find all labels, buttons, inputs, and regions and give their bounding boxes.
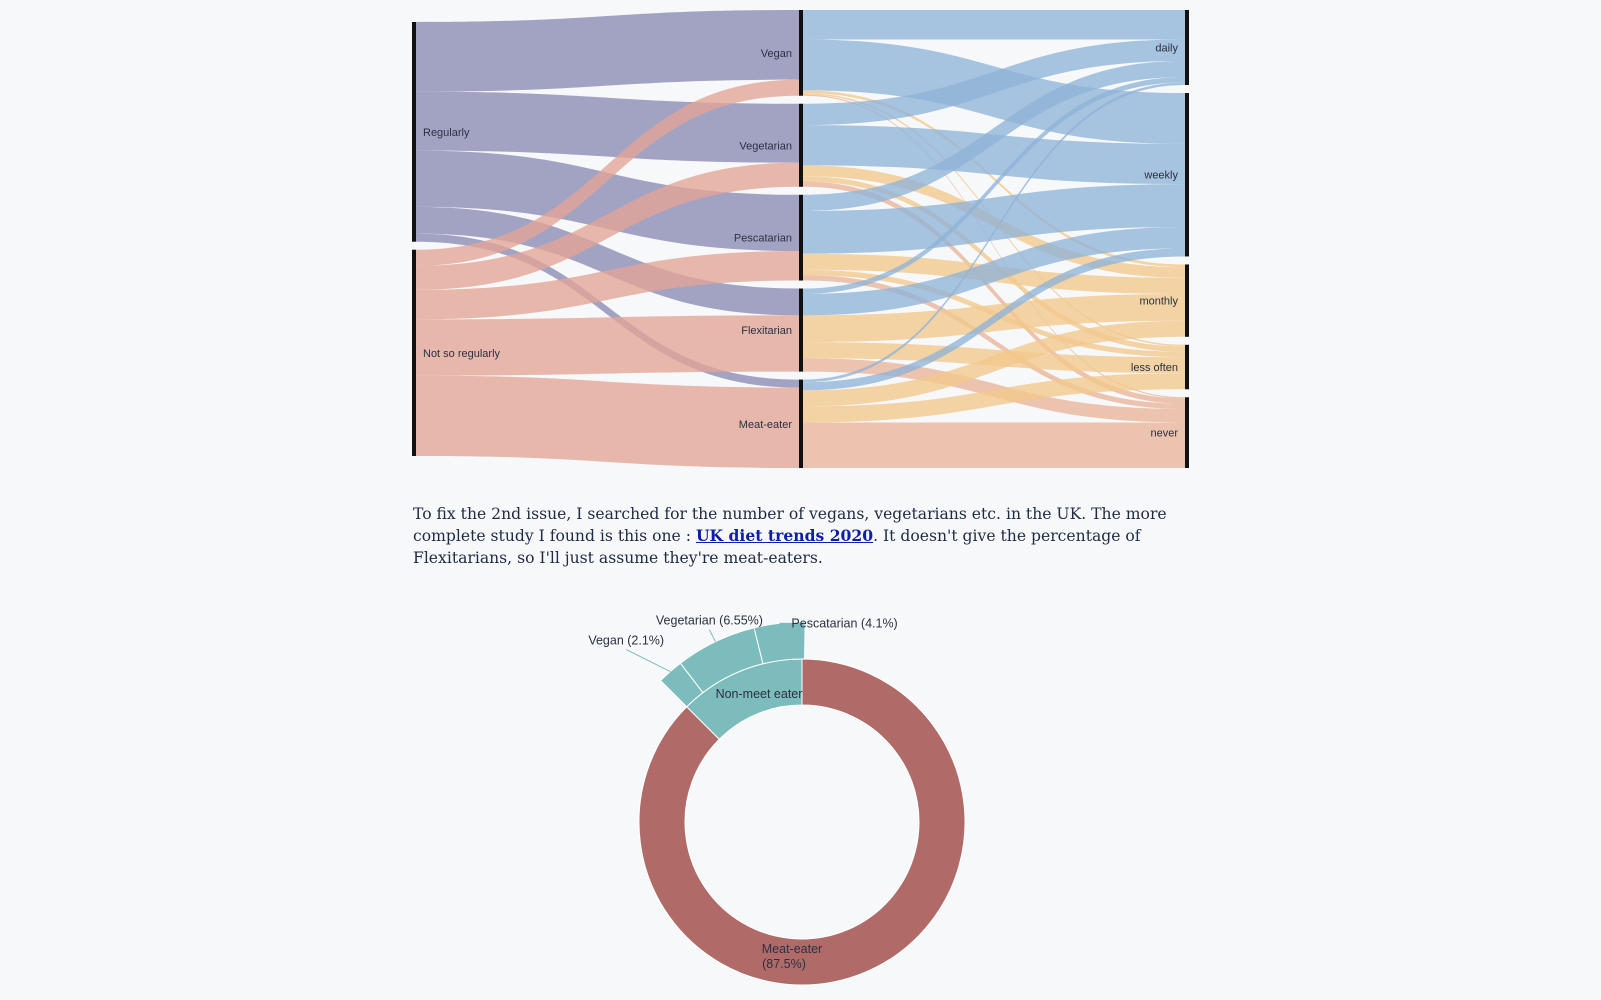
body-paragraph: To fix the 2nd issue, I searched for the… — [413, 503, 1173, 569]
paragraph-text-before: To fix the 2nd issue, I searched for the… — [413, 505, 1167, 545]
sunburst-label-meat-eater: Meat-eater — [762, 942, 822, 956]
sankey-link-meat-eater-to-never — [803, 422, 1185, 468]
sankey-link-meat-eater-to-less-often — [803, 373, 1185, 423]
sankey-link-pescatarian-to-never — [803, 275, 1185, 410]
sankey-node-not-so-regularly — [412, 249, 416, 456]
sankey-link-vegan-to-monthly — [803, 90, 1185, 268]
sankey-label-vegan: Vegan — [761, 48, 792, 60]
sankey-link-flexitarian-to-weekly — [803, 226, 1185, 316]
sunburst-label-meat-eater-pct: (87.5%) — [762, 957, 806, 971]
sankey-label-weekly: weekly — [1143, 170, 1178, 182]
sankey-link-not-so-regularly-to-pescatarian — [416, 251, 799, 320]
sankey-label-pescatarian: Pescatarian — [734, 233, 792, 245]
sankey-node-flexitarian — [799, 288, 803, 372]
sankey-node-weekly — [1185, 93, 1189, 257]
sankey-link-not-so-regularly-to-vegan — [416, 79, 799, 266]
paragraph-text-after: . It doesn't give the percentage of Flex… — [413, 527, 1141, 567]
sankey-link-meat-eater-to-weekly — [803, 248, 1185, 391]
sankey-label-not-so-regularly: Not so regularly — [423, 348, 501, 360]
sankey-link-regularly-to-pescatarian — [416, 150, 799, 252]
sankey-label-less-often: less often — [1131, 362, 1178, 374]
sankey-link-vegetarian-to-never — [803, 181, 1185, 404]
sankey-node-meat-eater — [799, 379, 803, 468]
sankey-link-pescatarian-to-daily — [803, 60, 1185, 211]
sunburst-label-non-meet-eater: Non-meet eater — [716, 687, 803, 701]
sunburst-leader-vegetarian — [708, 629, 716, 642]
sunburst-segment-meat-eater — [638, 658, 966, 986]
sankey-link-regularly-to-meat-eater — [416, 233, 799, 388]
sankey-node-never — [1185, 397, 1189, 468]
sankey-label-flexitarian: Flexitarian — [741, 325, 792, 337]
sunburst-segments — [638, 621, 966, 986]
sankey-link-meat-eater-to-daily — [803, 82, 1185, 383]
sankey-link-not-so-regularly-to-meat-eater — [416, 375, 799, 468]
sankey-link-not-so-regularly-to-vegetarian — [416, 162, 799, 290]
sankey-label-monthly: monthly — [1139, 296, 1178, 308]
sankey-node-vegetarian — [799, 103, 803, 187]
sankey-label-regularly: Regularly — [423, 127, 470, 139]
sankey-node-less-often — [1185, 344, 1189, 390]
sankey-link-vegetarian-to-daily — [803, 39, 1185, 126]
sankey-label-vegetarian: Vegetarian — [739, 140, 792, 152]
sankey-link-meat-eater-to-monthly — [803, 320, 1185, 407]
sankey-label-daily: daily — [1155, 43, 1178, 55]
sankey-nodes: Regularly Not so regularly Vegan Vegetarian… — [412, 10, 1189, 468]
sankey-node-vegan — [799, 10, 803, 96]
sunburst-label-pescatarian: Pescatarian (4.1%) — [791, 616, 897, 630]
sunburst-label-vegetarian: Vegetarian (6.55%) — [656, 614, 763, 628]
sankey-link-vegetarian-to-weekly — [803, 125, 1185, 185]
sankey-link-pescatarian-to-weekly — [803, 184, 1185, 254]
sankey-label-meat-eater: Meat-eater — [739, 419, 793, 431]
sankey-chart: Regularly Not so regularly Vegan Vegetarian… — [412, 10, 1189, 468]
sankey-node-daily — [1185, 10, 1189, 86]
sankey-link-vegan-to-daily — [803, 10, 1185, 40]
uk-diet-trends-link[interactable]: UK diet trends 2020 — [695, 526, 874, 545]
sankey-node-monthly — [1185, 264, 1189, 337]
sankey-node-regularly — [412, 22, 416, 242]
sunburst-leader-vegan — [625, 649, 671, 673]
sunburst-label-vegan: Vegan (2.1%) — [588, 634, 664, 648]
sankey-link-vegan-to-never — [803, 94, 1185, 399]
sankey-link-regularly-to-vegan — [416, 10, 799, 92]
sankey-links — [416, 10, 1185, 468]
sankey-link-flexitarian-to-daily — [803, 76, 1185, 294]
sankey-node-pescatarian — [799, 194, 803, 281]
sankey-link-not-so-regularly-to-flexitarian — [416, 315, 799, 376]
sunburst-segment-pescatarian — [753, 621, 806, 665]
sankey-label-never: never — [1150, 428, 1178, 440]
